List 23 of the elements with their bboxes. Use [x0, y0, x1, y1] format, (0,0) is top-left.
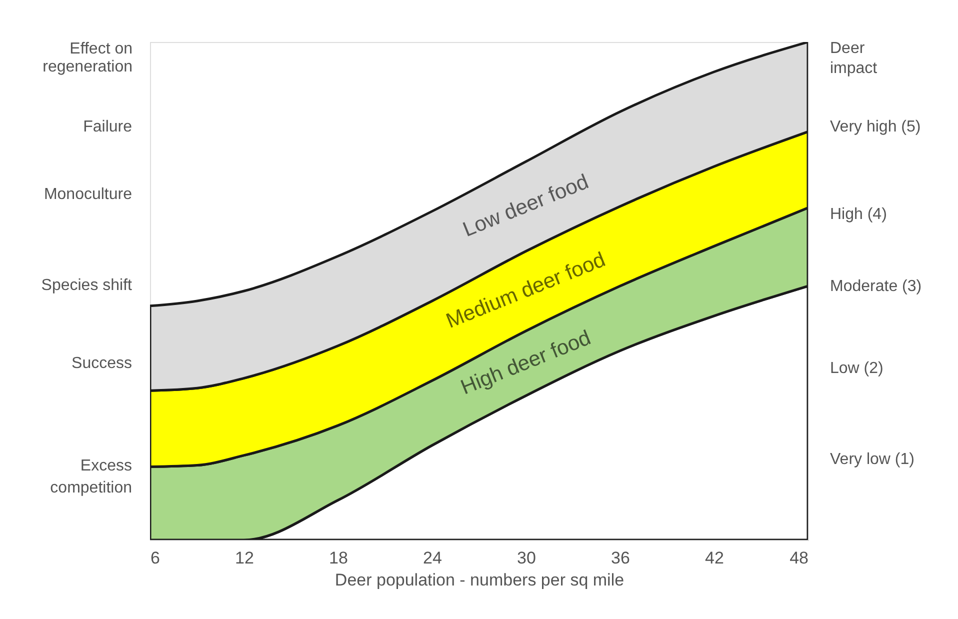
x-tick-label: 6	[150, 548, 160, 568]
text: Moderate (3)	[830, 278, 922, 296]
x-axis-title: Deer population - numbers per sq mile	[334, 570, 624, 590]
text: Excess competition	[50, 457, 132, 496]
x-tick-label: 18	[329, 548, 348, 568]
x-tick-label: 48	[790, 548, 808, 568]
x-tick-label: 24	[423, 548, 442, 568]
x-tick-label: 30	[517, 548, 536, 568]
text: High (4)	[830, 206, 887, 223]
series-label: High deer food	[458, 326, 594, 400]
text: Success	[72, 355, 132, 372]
x-tick-label: 36	[611, 548, 630, 568]
series-label: Low deer food	[460, 170, 592, 242]
text: Monoculture	[44, 186, 132, 203]
text: Very low (1)	[830, 450, 914, 468]
x-tick-label: 42	[705, 548, 724, 568]
text: Low (2)	[830, 360, 884, 378]
text: Very high (5)	[830, 118, 921, 136]
y-axis-title: Effect on regeneration	[42, 40, 132, 76]
text: Failure	[83, 118, 132, 136]
y2-axis-title: Deer impact	[830, 40, 878, 77]
text: Species shift	[41, 277, 133, 294]
x-tick-label: 12	[235, 548, 254, 568]
